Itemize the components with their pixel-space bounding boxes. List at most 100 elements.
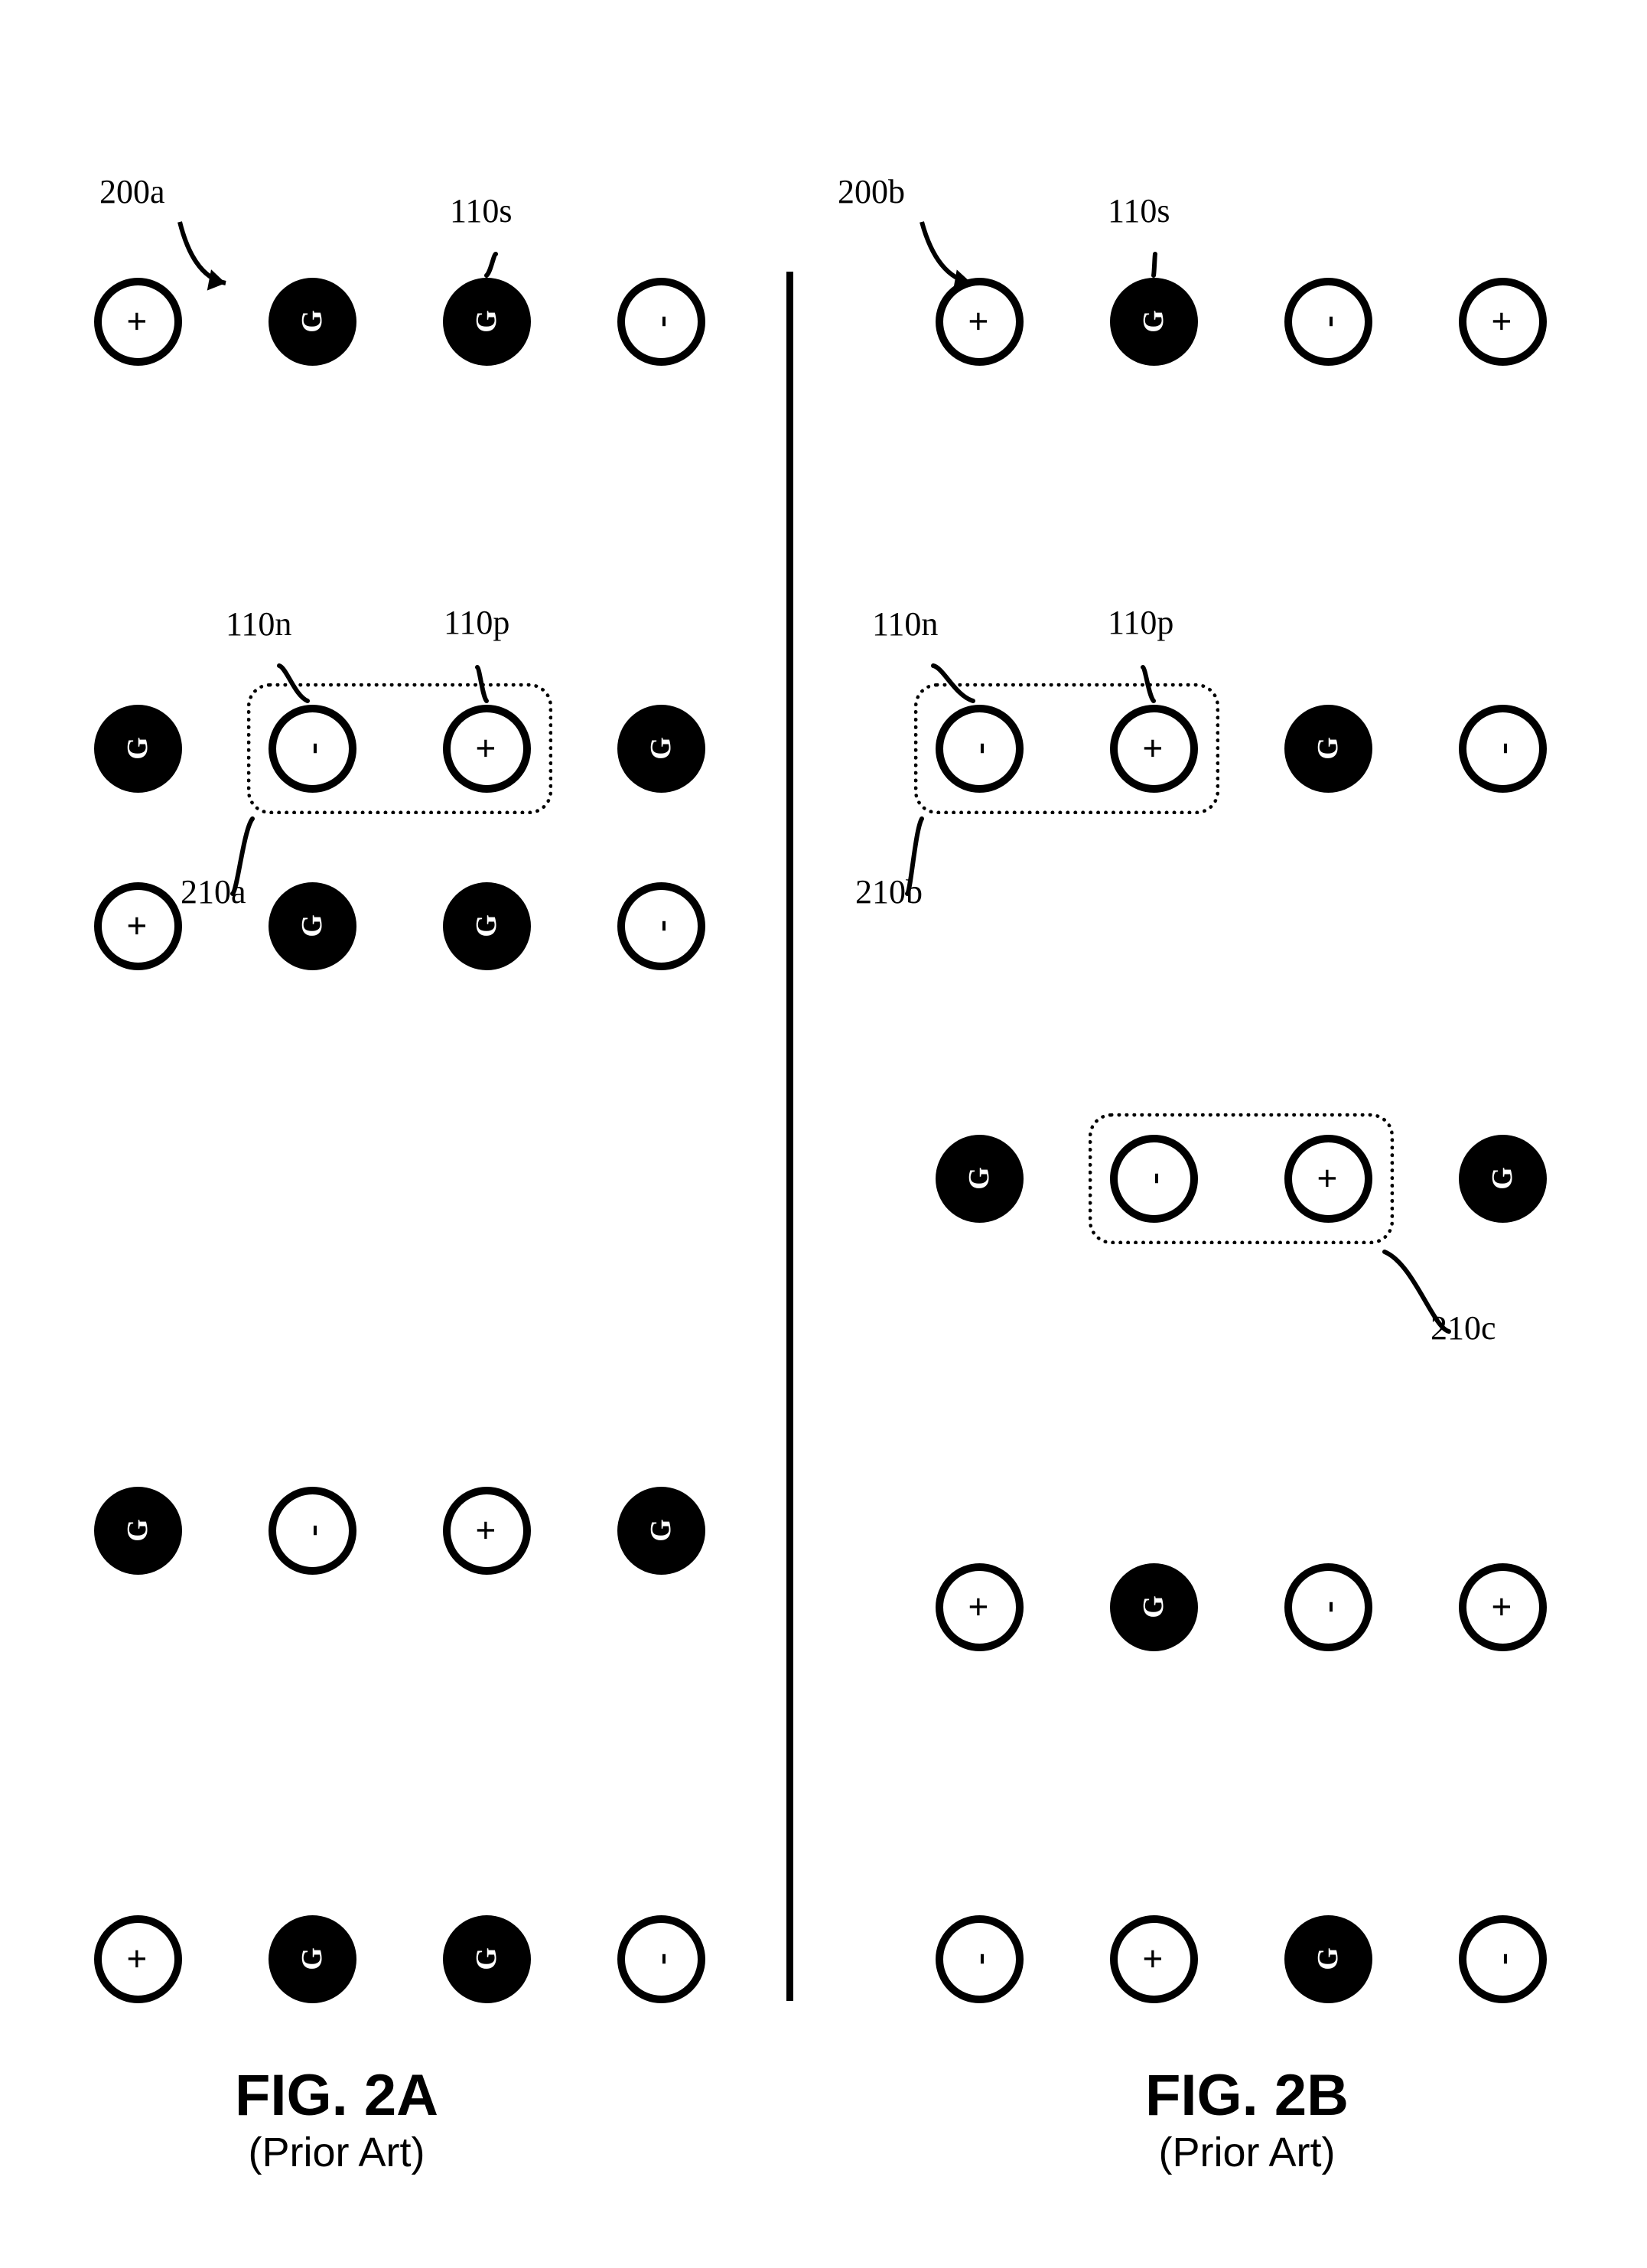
pin-label: G	[646, 1519, 675, 1542]
pin-ground: G	[1284, 1915, 1372, 2003]
callout-label: 110n	[872, 604, 938, 644]
pin-positive: +	[1284, 1135, 1372, 1223]
pin-negative: -	[269, 705, 356, 793]
pin-label: -	[643, 1953, 679, 1965]
pin-label: +	[961, 311, 998, 331]
lead-110p	[0, 0, 1647, 2268]
lead-210b	[0, 0, 1647, 2268]
pin-label: G	[472, 1947, 501, 1970]
pin-label: G	[123, 737, 152, 760]
pin-label: -	[294, 742, 330, 754]
pin-ground: G	[269, 278, 356, 366]
pin-negative: -	[1459, 1915, 1547, 2003]
pin-label: +	[119, 915, 156, 936]
pin-positive: +	[1459, 278, 1547, 366]
figure-caption-main: FIG. 2B	[1056, 2062, 1438, 2129]
pin-label: G	[472, 310, 501, 333]
pin-label: -	[1310, 315, 1346, 327]
pin-positive: +	[936, 278, 1024, 366]
figure-caption: FIG. 2A(Prior Art)	[145, 2062, 528, 2176]
figure-caption: FIG. 2B(Prior Art)	[1056, 2062, 1438, 2176]
pin-label: G	[472, 914, 501, 937]
pin-label: G	[1139, 1595, 1168, 1618]
pin-negative: -	[1284, 1563, 1372, 1651]
pin-label: -	[961, 742, 998, 754]
pin-positive: +	[94, 1915, 182, 2003]
pin-label: G	[298, 1947, 327, 1970]
pin-negative: -	[936, 1915, 1024, 2003]
pin-label: G	[298, 914, 327, 937]
lead-110n	[0, 0, 1647, 2268]
pin-ground: G	[269, 882, 356, 970]
pin-negative: -	[617, 882, 705, 970]
pin-label: -	[643, 920, 679, 932]
pin-label: -	[1310, 1601, 1346, 1613]
callout-label: 210c	[1431, 1308, 1496, 1347]
pin-label: -	[961, 1953, 998, 1965]
pin-ground: G	[94, 1487, 182, 1575]
callout-label: 210a	[181, 872, 246, 911]
pin-negative: -	[1459, 705, 1547, 793]
pin-label: -	[643, 315, 679, 327]
pin-ground: G	[1110, 1563, 1198, 1651]
pin-label: +	[119, 1948, 156, 1969]
pin-ground: G	[617, 1487, 705, 1575]
figure-caption-main: FIG. 2A	[145, 2062, 528, 2129]
pin-positive: +	[1110, 1915, 1198, 2003]
pin-ground: G	[1459, 1135, 1547, 1223]
pin-positive: +	[1110, 705, 1198, 793]
lead-110s	[0, 0, 1647, 2268]
lead-110p	[0, 0, 1647, 2268]
lead-210c	[0, 0, 1647, 2268]
pin-label: G	[298, 310, 327, 333]
pin-label: +	[1310, 1168, 1346, 1188]
pin-ground: G	[94, 705, 182, 793]
pin-ground: G	[1284, 705, 1372, 793]
callout-label: 110p	[1108, 603, 1173, 642]
pin-label: G	[1139, 310, 1168, 333]
pin-ground: G	[1110, 278, 1198, 366]
ref-arrow	[0, 0, 1647, 2268]
pin-label: +	[1135, 738, 1172, 758]
pin-ground: G	[443, 1915, 531, 2003]
pin-label: -	[1135, 1172, 1172, 1185]
pin-label: G	[123, 1519, 152, 1542]
pin-label: +	[1135, 1948, 1172, 1969]
pin-ground: G	[443, 882, 531, 970]
pin-negative: -	[1110, 1135, 1198, 1223]
ref-arrow	[0, 0, 1647, 2268]
pin-positive: +	[936, 1563, 1024, 1651]
pin-label: +	[1484, 311, 1521, 331]
callout-label: 110p	[444, 603, 509, 642]
pin-negative: -	[1284, 278, 1372, 366]
pin-ground: G	[936, 1135, 1024, 1223]
lead-110n	[0, 0, 1647, 2268]
pin-label: G	[965, 1167, 994, 1190]
pin-label: +	[1484, 1596, 1521, 1617]
pin-ground: G	[617, 705, 705, 793]
pin-positive: +	[94, 278, 182, 366]
callout-label: 110s	[450, 191, 513, 230]
pin-ground: G	[443, 278, 531, 366]
pin-ground: G	[269, 1915, 356, 2003]
pin-label: +	[468, 738, 505, 758]
ref-label: 200a	[99, 172, 165, 211]
lead-210a	[0, 0, 1647, 2268]
pin-label: +	[119, 311, 156, 331]
callout-label: 110n	[226, 604, 291, 644]
pin-label: -	[1484, 1953, 1521, 1965]
pin-label: +	[961, 1596, 998, 1617]
pin-label: -	[294, 1524, 330, 1536]
figure-caption-sub: (Prior Art)	[145, 2129, 528, 2176]
callout-label: 210b	[855, 872, 923, 911]
pin-negative: -	[269, 1487, 356, 1575]
pin-positive: +	[443, 705, 531, 793]
pin-negative: -	[936, 705, 1024, 793]
pin-positive: +	[443, 1487, 531, 1575]
pin-label: G	[1488, 1167, 1517, 1190]
lead-110s	[0, 0, 1647, 2268]
pin-negative: -	[617, 1915, 705, 2003]
ref-label: 200b	[838, 172, 905, 211]
pin-label: G	[646, 737, 675, 760]
figure-divider	[786, 272, 793, 2001]
